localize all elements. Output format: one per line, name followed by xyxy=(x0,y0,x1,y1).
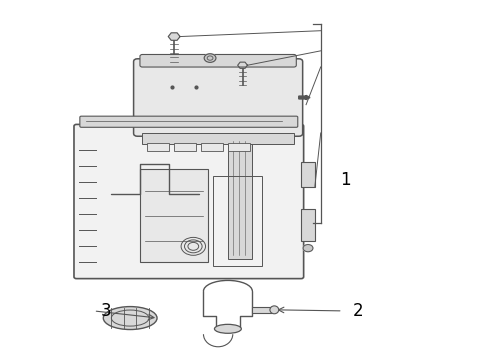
Circle shape xyxy=(303,244,313,252)
Polygon shape xyxy=(168,33,180,40)
Bar xyxy=(140,169,208,262)
Ellipse shape xyxy=(103,307,157,329)
Circle shape xyxy=(204,54,216,62)
Polygon shape xyxy=(238,62,247,68)
Text: 2: 2 xyxy=(352,302,363,320)
Ellipse shape xyxy=(270,306,279,314)
Bar xyxy=(228,137,252,259)
Bar xyxy=(228,143,250,151)
Ellipse shape xyxy=(215,324,242,333)
FancyBboxPatch shape xyxy=(134,59,303,136)
Text: 1: 1 xyxy=(340,171,351,189)
Bar xyxy=(252,307,272,313)
Bar xyxy=(213,176,262,266)
FancyBboxPatch shape xyxy=(80,116,298,127)
Bar xyxy=(143,134,294,144)
Bar xyxy=(301,209,315,241)
Bar xyxy=(201,143,223,151)
Bar xyxy=(147,143,169,151)
FancyBboxPatch shape xyxy=(74,125,304,279)
Text: 3: 3 xyxy=(101,302,112,320)
FancyBboxPatch shape xyxy=(140,54,296,67)
FancyArrow shape xyxy=(299,95,310,100)
Bar xyxy=(301,162,315,187)
Bar xyxy=(174,143,196,151)
